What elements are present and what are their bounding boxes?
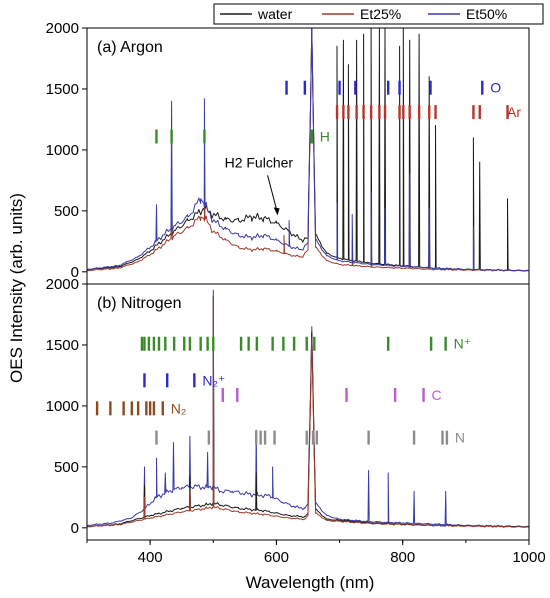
y-tick-label: 500 bbox=[54, 203, 79, 220]
legend-label-water: water bbox=[257, 6, 293, 22]
species-label: C bbox=[432, 387, 442, 403]
series-line-et50 bbox=[87, 28, 529, 272]
panel-argon-title: (a) Argon bbox=[97, 39, 163, 56]
y-tick-label: 2000 bbox=[46, 20, 79, 37]
y-tick-label: 2000 bbox=[46, 276, 79, 293]
y-tick-label: 0 bbox=[71, 264, 79, 281]
species-label: N₂ bbox=[171, 400, 187, 416]
panel-nitrogen-title: (b) Nitrogen bbox=[97, 295, 181, 312]
annotation-arrow bbox=[267, 175, 279, 214]
y-tick-label: 1500 bbox=[46, 337, 79, 354]
legend-label-et25: Et25% bbox=[360, 6, 401, 22]
y-tick-label: 1000 bbox=[46, 142, 79, 159]
y-tick-label: 0 bbox=[71, 520, 79, 537]
series-line-et25 bbox=[87, 295, 529, 528]
species-label: Ar bbox=[507, 104, 521, 120]
panel-nitrogen-frame bbox=[86, 283, 530, 541]
y-axis-label: OES Intensity (arb. units) bbox=[7, 193, 26, 383]
y-tick-label: 1000 bbox=[46, 398, 79, 415]
species-label: N⁺ bbox=[454, 336, 472, 352]
x-tick-label: 800 bbox=[390, 549, 415, 566]
species-label: N bbox=[455, 430, 465, 446]
legend-box bbox=[213, 3, 544, 25]
panel-argon: O Ar H 0 500 1000 1500 2000 (a) Argon H2 Fulch… bbox=[46, 20, 530, 285]
species-label: H bbox=[320, 128, 330, 144]
panel-nitrogen: N⁺ N₂⁺ C N₂ N 0 500 1000 1500 2000 (b) Nitrogen bbox=[46, 276, 530, 541]
series-line-et25 bbox=[87, 28, 529, 272]
x-tick-label: 1000 bbox=[512, 549, 545, 566]
legend: water Et25% Et50% bbox=[213, 3, 544, 25]
annotation-h2-fulcher: H2 Fulcher bbox=[225, 154, 294, 170]
legend-label-et50: Et50% bbox=[466, 6, 507, 22]
series-line-et50 bbox=[87, 289, 529, 528]
x-tick-label: 600 bbox=[264, 549, 289, 566]
species-label: O bbox=[490, 80, 501, 96]
y-tick-label: 500 bbox=[54, 459, 79, 476]
x-tick-label: 400 bbox=[138, 549, 163, 566]
species-label: N₂⁺ bbox=[202, 372, 225, 388]
y-tick-label: 1500 bbox=[46, 81, 79, 98]
annotation-arrowhead bbox=[273, 207, 280, 216]
x-axis-label: Wavelength (nm) bbox=[246, 573, 375, 592]
